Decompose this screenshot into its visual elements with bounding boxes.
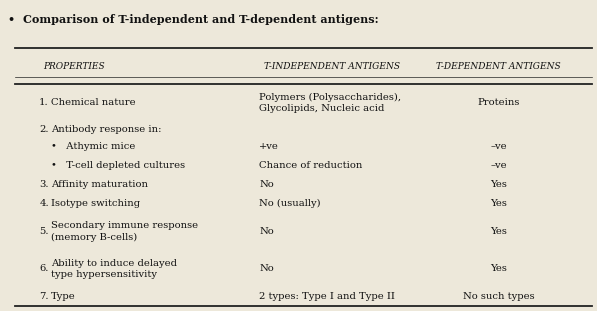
Text: No: No (259, 264, 274, 273)
Text: Proteins: Proteins (477, 98, 519, 107)
Text: Chemical nature: Chemical nature (51, 98, 136, 107)
Text: –ve: –ve (490, 142, 507, 151)
Text: T-INDEPENDENT ANTIGENS: T-INDEPENDENT ANTIGENS (264, 62, 401, 71)
Text: –ve: –ve (490, 161, 507, 170)
Text: 3.: 3. (39, 180, 49, 189)
Text: Secondary immune response
(memory B-cells): Secondary immune response (memory B-cell… (51, 221, 198, 242)
Text: Ability to induce delayed
type hypersensitivity: Ability to induce delayed type hypersens… (51, 258, 177, 279)
Text: Yes: Yes (490, 180, 507, 189)
Text: T-DEPENDENT ANTIGENS: T-DEPENDENT ANTIGENS (436, 62, 561, 71)
Text: No: No (259, 180, 274, 189)
Text: Polymers (Polysaccharides),
Glycolipids, Nucleic acid: Polymers (Polysaccharides), Glycolipids,… (259, 92, 401, 113)
Text: Yes: Yes (490, 199, 507, 208)
Text: Yes: Yes (490, 264, 507, 273)
Text: 1.: 1. (39, 98, 49, 107)
Text: PROPERTIES: PROPERTIES (43, 62, 104, 71)
Text: Isotype switching: Isotype switching (51, 199, 140, 208)
Text: +ve: +ve (259, 142, 279, 151)
Text: No such types: No such types (463, 292, 534, 301)
Text: 2.: 2. (39, 125, 49, 134)
Text: Affinity maturation: Affinity maturation (51, 180, 148, 189)
Text: 5.: 5. (39, 227, 49, 236)
Text: No: No (259, 227, 274, 236)
Text: Antibody response in:: Antibody response in: (51, 125, 162, 134)
Text: Comparison of T-independent and T-dependent antigens:: Comparison of T-independent and T-depend… (23, 14, 378, 25)
Text: •: • (7, 14, 14, 25)
Text: 6.: 6. (39, 264, 48, 273)
Text: 4.: 4. (39, 199, 49, 208)
Text: 2 types: Type I and Type II: 2 types: Type I and Type II (259, 292, 395, 301)
Text: Yes: Yes (490, 227, 507, 236)
Text: Type: Type (51, 292, 76, 301)
Text: •   T-cell depleted cultures: • T-cell depleted cultures (51, 161, 185, 170)
Text: No (usually): No (usually) (259, 198, 321, 208)
Text: •   Athymic mice: • Athymic mice (51, 142, 136, 151)
Text: 7.: 7. (39, 292, 49, 301)
Text: Chance of reduction: Chance of reduction (259, 161, 362, 170)
